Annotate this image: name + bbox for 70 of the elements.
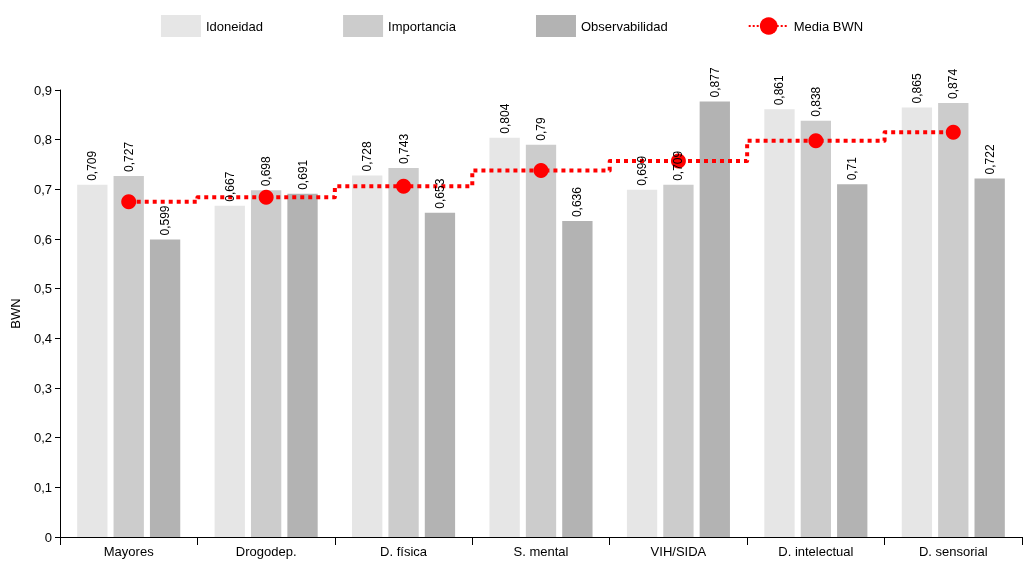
point [121,194,137,210]
data-label: 0,838 [808,86,823,117]
bar [352,175,383,537]
legend-label: Observabilidad [580,18,668,34]
y-axis-title: BWN [8,298,23,329]
point [945,124,961,140]
x-tick-label: D. física [380,544,428,559]
x-tick-label: VIH/SIDA [650,544,707,559]
y-tick-label: 0,8 [33,132,52,148]
y-tick-label: 0,3 [33,380,52,396]
data-label: 0,727 [121,141,136,172]
bar [287,193,318,537]
legend-label: Idoneidad [205,18,264,34]
point [533,162,549,178]
bar [626,189,658,537]
data-label: 0,79 [534,116,548,141]
x-tick-label: S. mental [513,544,569,559]
data-label: 0,71 [845,156,860,181]
bar [525,144,557,537]
data-label: 0,636 [570,186,585,218]
data-label: 0,698 [259,155,274,187]
y-tick-label: 0 [44,529,52,545]
data-label: 0,709 [85,150,100,181]
y-tick-label: 0,5 [33,281,52,297]
y-tick-label: 0,9 [33,82,52,98]
data-label: 0,877 [707,67,722,98]
bar [974,178,1005,537]
bar [938,102,969,537]
y-tick-label: 0,6 [33,231,52,247]
data-label: 0,728 [360,141,375,172]
bar [901,107,933,537]
bar [764,109,795,537]
data-label: 0,599 [158,205,173,236]
data-label: 0,743 [396,133,411,164]
bar [562,221,593,537]
data-label: 0,709 [671,150,686,181]
point [258,189,274,205]
data-label: 0,653 [432,178,447,209]
bar [113,175,144,537]
data-label: 0,667 [222,171,237,202]
data-label: 0,865 [909,73,924,104]
y-tick-label: 0,7 [33,181,52,197]
point [396,178,412,194]
bar [77,184,108,537]
y-tick-label: 0,2 [33,430,52,446]
legend-label: Media BWN [793,18,864,34]
bar [214,205,245,537]
data-label: 0,722 [982,144,997,175]
data-label: 0,874 [946,68,961,99]
bar [837,184,868,537]
point [808,133,824,149]
bar [424,212,456,537]
bar [663,184,694,537]
x-tick-label: D. intelectual [778,544,854,559]
bar [149,239,181,537]
bar [489,137,520,537]
x-tick-label: Mayores [103,544,155,559]
x-tick-label: Drogodep. [235,544,297,559]
y-tick-label: 0,1 [33,479,52,495]
bar [800,120,832,537]
data-label: 0,699 [635,155,650,186]
data-label: 0,691 [295,159,310,190]
data-label: 0,804 [497,103,512,134]
data-label: 0,861 [772,75,787,106]
bar [388,167,419,537]
x-tick-label: D. sensorial [918,544,988,559]
legend-label: Importancia [388,18,457,34]
y-tick-label: 0,4 [33,330,52,346]
bar [699,101,730,537]
bar [250,190,282,537]
